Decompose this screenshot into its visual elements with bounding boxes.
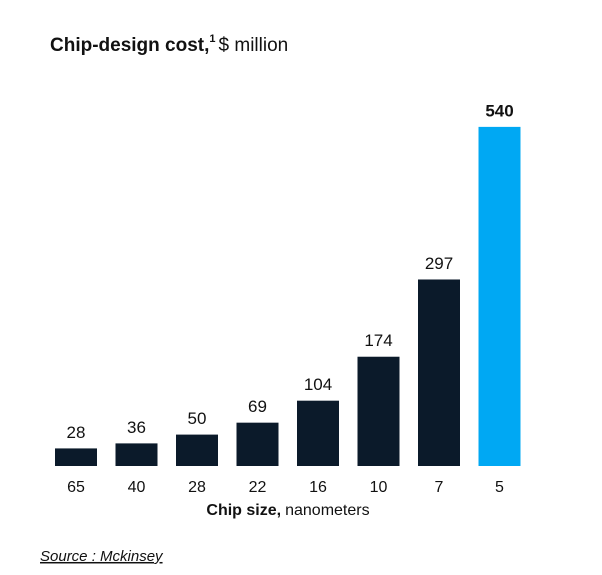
value-label: 174 [364, 331, 392, 350]
x-tick-label: 10 [370, 479, 388, 496]
x-tick-label: 22 [249, 479, 267, 496]
bar [55, 448, 97, 466]
value-label: 104 [304, 375, 332, 394]
source: Source : Mckinsey [40, 548, 164, 565]
bar [115, 443, 158, 466]
title-note: 1 [209, 33, 215, 45]
x-tick-label: 5 [495, 479, 504, 496]
value-label: 297 [425, 254, 453, 273]
bar [418, 279, 460, 466]
x-tick-label: 16 [309, 479, 327, 496]
value-label: 50 [188, 409, 207, 428]
value-label: 69 [248, 397, 267, 416]
bar [236, 422, 279, 466]
title-main: Chip-design cost, [50, 35, 209, 56]
x-tick-label: 65 [67, 479, 85, 496]
value-label: 540 [485, 101, 513, 120]
title-unit: $ million [219, 35, 289, 56]
value-label: 36 [127, 418, 146, 437]
x-label-main: Chip size, [206, 502, 281, 519]
value-label: 28 [67, 423, 86, 442]
bar [297, 400, 339, 466]
x-tick-label: 28 [188, 479, 206, 496]
x-label-unit: nanometers [285, 502, 370, 519]
chart-title: Chip-design cost,1 $ million [50, 33, 288, 56]
x-tick-label: 40 [128, 479, 146, 496]
x-axis-label: Chip size, nanometers [206, 502, 369, 519]
bar [478, 126, 521, 466]
x-tick-label: 7 [435, 479, 444, 496]
bar [176, 434, 218, 466]
bar [357, 356, 400, 466]
